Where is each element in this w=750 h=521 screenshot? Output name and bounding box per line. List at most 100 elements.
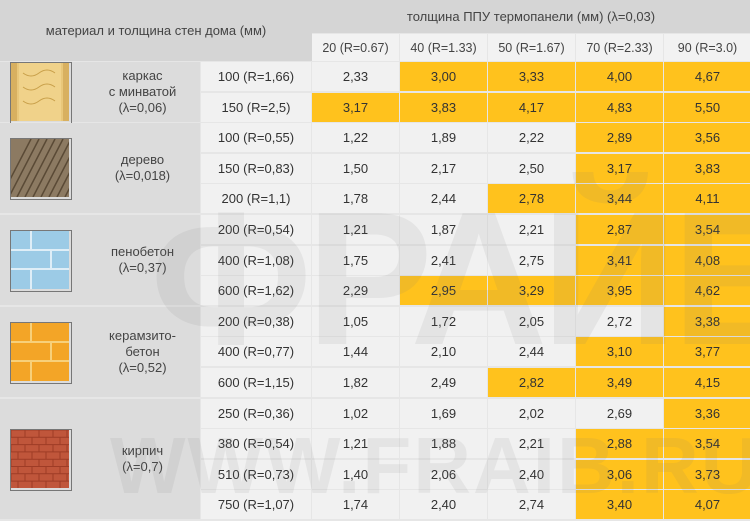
material-name: кирпич (λ=0,7) — [85, 399, 200, 520]
resistance-value-cell: 1,89 — [400, 123, 487, 153]
material-name-line: кирпич — [121, 442, 164, 458]
resistance-value-cell: 4,08 — [664, 245, 750, 275]
resistance-value-cell: 2,44 — [400, 184, 487, 214]
resistance-value-cell: 3,44 — [576, 184, 663, 214]
column-header: 70 (R=2.33) — [576, 34, 663, 61]
material-name-line: керамзито- — [109, 327, 176, 343]
resistance-value-cell: 3,17 — [312, 92, 399, 122]
brick-swatch — [10, 428, 72, 491]
resistance-value-cell: 4,17 — [488, 92, 575, 122]
material-group: керамзито-бетон (λ=0,52) — [0, 306, 200, 397]
material-name-line: (λ=0,52) — [118, 359, 167, 375]
material-group: дерево (λ=0,018) — [0, 123, 200, 214]
resistance-value-cell: 3,77 — [664, 337, 750, 367]
resistance-value-cell: 2,41 — [400, 245, 487, 275]
resistance-value-cell: 5,50 — [664, 92, 750, 122]
resistance-value-cell: 3,06 — [576, 459, 663, 489]
wall-thickness-cell: 250 (R=0,36) — [201, 398, 311, 428]
material-name-line: (λ=0,7) — [122, 458, 163, 474]
material-name-line: (λ=0,018) — [114, 168, 171, 184]
resistance-value-cell: 2,40 — [488, 459, 575, 489]
resistance-value-cell: 3,95 — [576, 276, 663, 306]
material-name: дерево (λ=0,018) — [85, 123, 200, 213]
material-name-line: с минватой — [108, 83, 177, 99]
resistance-value-cell: 3,83 — [664, 153, 750, 183]
header-foam-thickness: толщина ППУ термопанели (мм) (λ=0,03) — [312, 0, 750, 33]
wall-thickness-cell: 200 (R=0,38) — [201, 306, 311, 336]
column-header: 90 (R=3.0) — [664, 34, 750, 61]
material-group: каркас с минватой (λ=0,06) — [0, 61, 200, 124]
resistance-value-cell: 1,72 — [400, 306, 487, 336]
resistance-value-cell: 1,40 — [312, 459, 399, 489]
resistance-value-cell: 4,07 — [664, 490, 750, 520]
resistance-value-cell: 4,15 — [664, 368, 750, 397]
resistance-value-cell: 1,02 — [312, 398, 399, 428]
resistance-value-cell: 3,00 — [400, 62, 487, 91]
resistance-value-cell: 4,11 — [664, 184, 750, 214]
resistance-value-cell: 2,78 — [488, 184, 575, 214]
resistance-value-cell: 1,78 — [312, 184, 399, 214]
wall-thickness-cell: 100 (R=1,66) — [201, 62, 311, 91]
resistance-value-cell: 2,50 — [488, 153, 575, 183]
material-name: пенобетон (λ=0,37) — [85, 215, 200, 305]
resistance-value-cell: 4,83 — [576, 92, 663, 122]
resistance-value-cell: 3,40 — [576, 490, 663, 520]
resistance-value-cell: 1,69 — [400, 398, 487, 428]
wood-swatch — [0, 138, 104, 201]
resistance-value-cell: 3,49 — [576, 368, 663, 397]
resistance-value-cell: 1,87 — [400, 215, 487, 244]
resistance-value-cell: 3,56 — [664, 123, 750, 153]
resistance-value-cell: 4,67 — [664, 62, 750, 91]
resistance-value-cell: 1,88 — [400, 429, 487, 459]
resistance-value-cell: 3,73 — [664, 459, 750, 489]
resistance-value-cell: 3,33 — [488, 62, 575, 91]
resistance-value-cell: 2,02 — [488, 398, 575, 428]
wall-thickness-cell: 750 (R=1,07) — [201, 490, 311, 520]
material-group: пенобетон (λ=0,37) — [0, 215, 200, 306]
column-header: 20 (R=0.67) — [312, 34, 399, 61]
material-name: керамзито-бетон (λ=0,52) — [85, 307, 200, 397]
wall-thickness-cell: 400 (R=1,08) — [201, 245, 311, 275]
wall-thickness-cell: 380 (R=0,54) — [201, 429, 311, 459]
resistance-value-cell: 4,00 — [576, 62, 663, 91]
resistance-value-cell: 1,75 — [312, 245, 399, 275]
material-name-line: пенобетон — [111, 244, 174, 260]
wall-thickness-cell: 150 (R=0,83) — [201, 153, 311, 183]
resistance-value-cell: 1,21 — [312, 215, 399, 244]
mineral-wool-frame-swatch — [10, 61, 72, 124]
wall-thickness-cell: 200 (R=1,1) — [201, 184, 311, 214]
resistance-value-cell: 2,82 — [488, 368, 575, 397]
wall-thickness-cell: 150 (R=2,5) — [201, 92, 311, 122]
wall-thickness-cell: 400 (R=0,77) — [201, 337, 311, 367]
resistance-value-cell: 2,40 — [400, 490, 487, 520]
resistance-value-cell: 3,36 — [664, 398, 750, 428]
resistance-value-cell: 2,49 — [400, 368, 487, 397]
wall-thickness-cell: 600 (R=1,62) — [201, 276, 311, 306]
resistance-value-cell: 3,54 — [664, 215, 750, 244]
column-header: 50 (R=1.67) — [488, 34, 575, 61]
resistance-value-cell: 3,54 — [664, 429, 750, 459]
resistance-value-cell: 1,82 — [312, 368, 399, 397]
resistance-value-cell: 1,05 — [312, 306, 399, 336]
resistance-value-cell: 2,17 — [400, 153, 487, 183]
resistance-value-cell: 2,21 — [488, 429, 575, 459]
resistance-value-cell: 2,44 — [488, 337, 575, 367]
resistance-value-cell: 3,29 — [488, 276, 575, 306]
resistance-value-cell: 1,50 — [312, 153, 399, 183]
resistance-value-cell: 2,75 — [488, 245, 575, 275]
material-name-line: бетон — [125, 343, 160, 359]
resistance-value-cell: 2,89 — [576, 123, 663, 153]
wall-thickness-cell: 510 (R=0,73) — [201, 459, 311, 489]
resistance-value-cell: 2,10 — [400, 337, 487, 367]
resistance-value-cell: 2,88 — [576, 429, 663, 459]
resistance-value-cell: 2,29 — [312, 276, 399, 306]
resistance-value-cell: 4,62 — [664, 276, 750, 306]
wall-thickness-cell: 600 (R=1,15) — [201, 368, 311, 397]
material-name-line: (λ=0,37) — [118, 260, 167, 276]
material-name-line: дерево — [120, 152, 165, 168]
column-header: 40 (R=1.33) — [400, 34, 487, 61]
material-name-line: каркас — [122, 67, 163, 83]
wall-thickness-cell: 200 (R=0,54) — [201, 215, 311, 244]
resistance-value-cell: 3,38 — [664, 306, 750, 336]
resistance-value-cell: 2,95 — [400, 276, 487, 306]
